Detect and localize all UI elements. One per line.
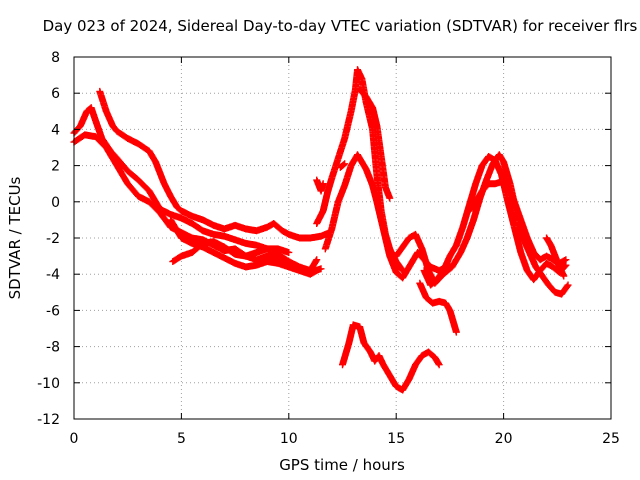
- x-tick-label: 0: [70, 431, 79, 447]
- y-tick-label: -8: [46, 340, 60, 356]
- series-markers: [420, 153, 570, 289]
- series-track-g: [321, 151, 454, 282]
- y-tick-label: -2: [46, 231, 60, 247]
- x-tick-label: 5: [177, 431, 186, 447]
- y-tick-label: 4: [51, 122, 60, 138]
- y-tick-label: -6: [46, 303, 60, 319]
- x-tick-label: 10: [280, 431, 298, 447]
- y-tick-label: 8: [51, 50, 60, 66]
- series-markers: [313, 176, 327, 195]
- series-track-i: [313, 176, 327, 195]
- y-tick-label: -4: [46, 267, 60, 283]
- series-track-n: [543, 234, 568, 280]
- series-track-h: [356, 86, 394, 202]
- series-track-c: [96, 87, 334, 242]
- series-markers: [543, 234, 568, 280]
- y-tick-label: 0: [51, 195, 60, 211]
- chart-title: Day 023 of 2024, Sidereal Day-to-day VTE…: [43, 17, 638, 35]
- series-track-p: [339, 321, 443, 394]
- series-markers: [321, 151, 454, 282]
- y-tick-label: -12: [37, 412, 60, 428]
- series-track-d: [167, 216, 321, 278]
- series-markers: [339, 321, 443, 394]
- series-markers: [96, 87, 334, 242]
- grid: [74, 57, 611, 419]
- series-markers: [167, 216, 321, 278]
- series-track-m: [465, 178, 570, 267]
- y-tick-label: 6: [51, 86, 60, 102]
- y-axis-label: SDTVAR / TECUs: [6, 176, 24, 299]
- series-track-l: [420, 153, 570, 289]
- y-tick-label: 2: [51, 159, 60, 175]
- x-tick-label: 25: [602, 431, 620, 447]
- series-track-j: [336, 160, 349, 171]
- series-markers: [465, 178, 570, 267]
- x-tick-label: 15: [387, 431, 405, 447]
- series-markers: [169, 238, 293, 266]
- series-markers: [416, 279, 460, 336]
- series-markers: [356, 86, 394, 202]
- x-tick-label: 20: [495, 431, 513, 447]
- y-tick-label: -10: [37, 376, 60, 392]
- series-track-o: [416, 279, 460, 336]
- plot-area: [70, 66, 572, 394]
- x-axis-label: GPS time / hours: [279, 456, 405, 474]
- series-track-e: [169, 238, 293, 266]
- series-markers: [336, 160, 349, 171]
- axis-ticks: 0 5 10 15 20 25 -12 -10 -8 -6 -4 -2 0 2 4 6 8: [37, 50, 620, 447]
